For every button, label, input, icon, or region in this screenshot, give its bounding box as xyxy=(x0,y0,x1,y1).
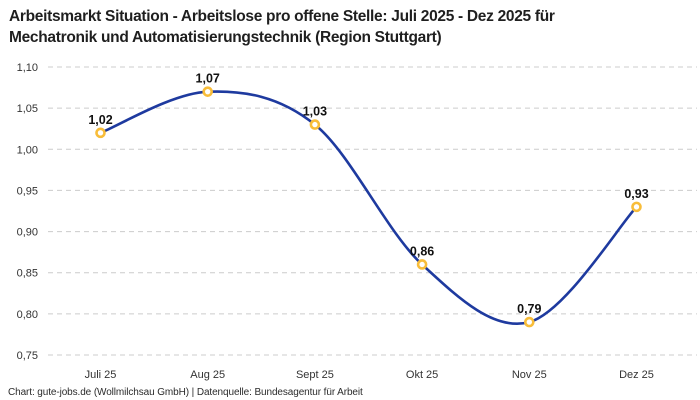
data-point-marker xyxy=(523,316,535,328)
data-point-marker xyxy=(416,259,428,270)
x-tick-label: Nov 25 xyxy=(512,369,547,381)
y-tick-label: 0,85 xyxy=(17,268,38,280)
x-tick-label: Aug 25 xyxy=(190,369,225,381)
data-point-marker xyxy=(631,201,642,213)
series-line xyxy=(99,90,638,325)
data-point-label: 0,93 xyxy=(624,187,648,201)
chart-title-line2: Mechatronik und Automatisierungstechnik … xyxy=(9,29,442,46)
x-tick-label: Juli 25 xyxy=(85,369,117,381)
data-point-marker xyxy=(202,86,213,97)
data-point-label: 1,03 xyxy=(303,105,327,119)
y-tick-label: 0,80 xyxy=(17,309,38,321)
y-tick-label: 0,95 xyxy=(17,185,38,197)
x-tick-label: Okt 25 xyxy=(406,369,438,381)
x-tick-label: Sept 25 xyxy=(296,369,334,381)
data-point-marker xyxy=(95,127,106,139)
x-tick-label: Dez 25 xyxy=(619,369,654,381)
y-tick-label: 1,00 xyxy=(17,144,38,156)
y-tick-label: 0,90 xyxy=(17,227,38,239)
data-point-marker xyxy=(309,119,321,130)
y-tick-label: 0,75 xyxy=(17,350,38,362)
chart-source-credit: Chart: gute-jobs.de (Wollmilchsau GmbH) … xyxy=(8,387,363,398)
y-tick-label: 1,05 xyxy=(17,103,38,115)
y-tick-label: 1,10 xyxy=(17,62,38,74)
data-point-label: 1,07 xyxy=(196,72,220,86)
data-point-label: 0,79 xyxy=(517,302,541,316)
data-point-label: 1,02 xyxy=(88,113,112,127)
data-point-label: 0,86 xyxy=(410,244,434,258)
chart-title-line1: Arbeitsmarkt Situation - Arbeitslose pro… xyxy=(9,8,555,25)
chart-title: Arbeitsmarkt Situation - Arbeitslose pro… xyxy=(9,6,669,48)
